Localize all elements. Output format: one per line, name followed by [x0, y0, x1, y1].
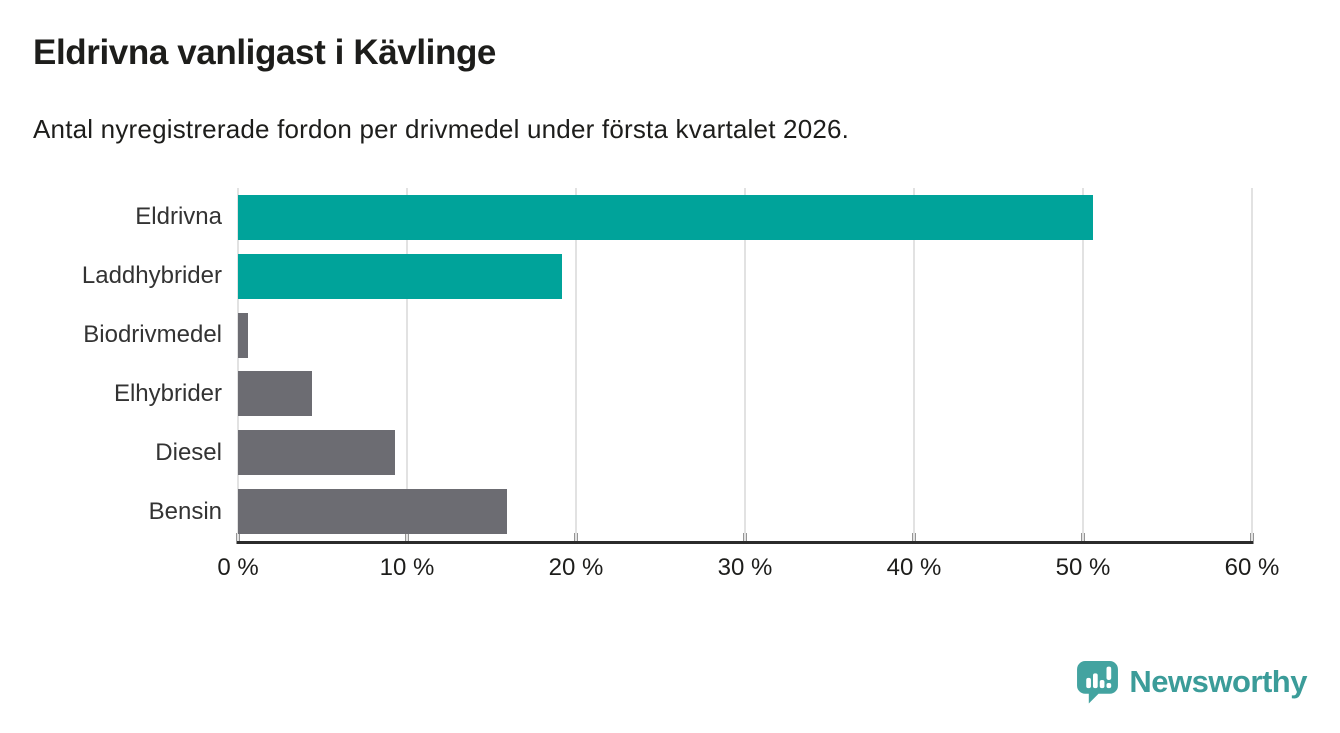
- bar: [238, 253, 563, 299]
- axis-tick-label: 30 %: [717, 554, 773, 581]
- axis-tick-label: 40 %: [886, 554, 942, 581]
- category-label: Bensin: [148, 497, 222, 525]
- bar: [238, 371, 313, 417]
- x-axis: 0 % 10 % 20 % 30 % 40 % 50 % 60 %: [217, 533, 1279, 601]
- bar-row: [238, 188, 1252, 247]
- category-label: Biodrivmedel: [83, 321, 222, 349]
- category-axis: Eldrivna Laddhybrider Biodrivmedel Elhybrid…: [0, 188, 222, 541]
- axis-tick-label: 50 %: [1055, 554, 1111, 581]
- axis-tick-label: 60 %: [1224, 554, 1280, 581]
- axis-tick-label: 10 %: [379, 554, 435, 581]
- bar: [238, 194, 1094, 240]
- gridline: [1082, 188, 1084, 541]
- chart-title: Eldrivna vanligast i Kävlinge: [33, 33, 497, 72]
- chart-subtitle: Antal nyregistrerade fordon per drivmede…: [33, 114, 850, 144]
- axis-tick-label: 0 %: [217, 554, 259, 581]
- axis-tick-label: 20 %: [548, 554, 604, 581]
- newsworthy-logo: Newsworthy: [1075, 659, 1307, 704]
- plot-area: [237, 188, 1253, 541]
- bar-row: [238, 247, 1252, 306]
- gridline: [574, 188, 577, 541]
- category-label: Laddhybrider: [81, 262, 222, 290]
- gridline: [912, 188, 915, 541]
- newsworthy-logo-text: Newsworthy: [1129, 663, 1307, 699]
- bar: [238, 489, 507, 535]
- bar-row: [238, 482, 1252, 541]
- newsworthy-speech-bubble-chart-icon: [1077, 661, 1119, 704]
- category-label: Diesel: [155, 438, 222, 466]
- bar-row: [238, 306, 1252, 365]
- bar: [238, 312, 249, 358]
- gridline: [405, 188, 408, 541]
- bar: [238, 430, 396, 476]
- bar-row: [238, 423, 1252, 482]
- bar-row: [238, 365, 1252, 424]
- category-label: Elhybrider: [113, 379, 222, 407]
- gridline: [1251, 188, 1253, 541]
- gridline: [237, 188, 239, 541]
- gridline: [744, 188, 746, 541]
- category-label: Eldrivna: [135, 203, 222, 231]
